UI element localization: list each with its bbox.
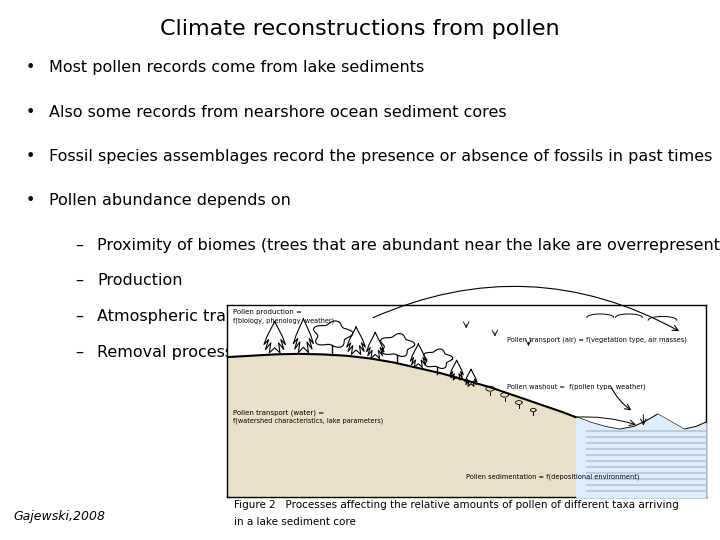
Text: Pollen abundance depends on: Pollen abundance depends on (49, 193, 291, 208)
Text: –: – (76, 238, 84, 253)
Text: f(biology, phenology, weather): f(biology, phenology, weather) (233, 318, 333, 324)
Text: Fossil species assemblages record the presence or absence of fossils in past tim: Fossil species assemblages record the pr… (49, 149, 712, 164)
Text: Figure 2   Processes affecting the relative amounts of pollen of different taxa : Figure 2 Processes affecting the relativ… (234, 500, 679, 510)
Text: Pollen transport (air) = f(vegetation type, air masses): Pollen transport (air) = f(vegetation ty… (507, 336, 687, 343)
Text: –: – (76, 273, 84, 288)
Text: •: • (25, 149, 35, 164)
Text: Climate reconstructions from pollen: Climate reconstructions from pollen (160, 19, 560, 39)
Text: Production: Production (97, 273, 183, 288)
Text: f(watershed characteristics, lake parameters): f(watershed characteristics, lake parame… (233, 417, 382, 424)
Text: –: – (76, 345, 84, 360)
Text: in a lake sediment core: in a lake sediment core (234, 517, 356, 528)
Text: Pollen sedimentation = f(depositional environment): Pollen sedimentation = f(depositional en… (467, 474, 639, 480)
Text: •: • (25, 60, 35, 76)
Text: Also some records from nearshore ocean sediment cores: Also some records from nearshore ocean s… (49, 105, 507, 120)
Text: •: • (25, 193, 35, 208)
Text: –: – (76, 309, 84, 324)
Text: Proximity of biomes (trees that are abundant near the lake are overrepresented): Proximity of biomes (trees that are abun… (97, 238, 720, 253)
Text: Gajewski,2008: Gajewski,2008 (13, 510, 105, 523)
Text: Pollen washout =  f(pollen type, weather): Pollen washout = f(pollen type, weather) (507, 383, 646, 390)
Text: •: • (25, 105, 35, 120)
Text: Atmospheric transport: Atmospheric transport (97, 309, 278, 324)
Text: Most pollen records come from lake sediments: Most pollen records come from lake sedim… (49, 60, 424, 76)
Text: Pollen production =: Pollen production = (233, 309, 302, 315)
Text: Removal processes (precipitation, dry fallout): Removal processes (precipitation, dry fa… (97, 345, 463, 360)
Text: Pollen transport (water) =: Pollen transport (water) = (233, 409, 324, 416)
